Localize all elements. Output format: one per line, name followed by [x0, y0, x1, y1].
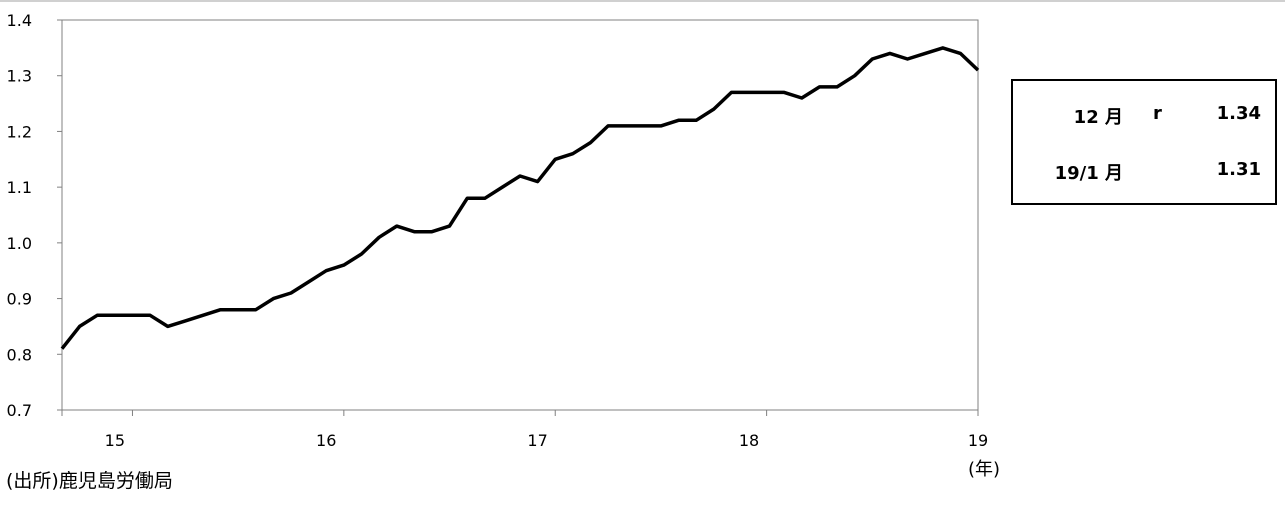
- latest-row-1-month: 12 月: [1073, 107, 1123, 128]
- latest-row-2: 19/1 月 1.31: [1013, 159, 1275, 184]
- y-tick-label: 0.9: [7, 290, 32, 309]
- y-axis-ticks: 0.7 0.8 0.9 1.0 1.1 1.2 1.3 1.4: [7, 11, 62, 420]
- y-tick-label: 0.8: [7, 345, 32, 364]
- y-tick-label: 1.2: [7, 122, 32, 141]
- y-tick-label: 1.4: [7, 11, 32, 30]
- x-tick-label: 19: [968, 431, 988, 450]
- x-tick-label: 15: [105, 431, 125, 450]
- y-tick-label: 1.3: [7, 67, 32, 86]
- x-axis-unit-label: (年): [968, 459, 1001, 480]
- top-rule: [0, 0, 1285, 2]
- latest-row-2-value: 1.31: [1216, 159, 1261, 180]
- latest-row-1-revision-flag: r: [1153, 103, 1162, 124]
- x-tick-label: 17: [527, 431, 547, 450]
- x-tick-label: 16: [316, 431, 336, 450]
- x-tick-label: 18: [739, 431, 759, 450]
- latest-row-2-month: 19/1 月: [1054, 163, 1123, 184]
- y-tick-label: 1.1: [7, 178, 32, 197]
- plot-frame: [61, 19, 979, 411]
- y-tick-label: 0.7: [7, 401, 32, 420]
- x-axis-ticks: 15 16 17 18 19: [61, 410, 988, 450]
- series-line: [60, 46, 980, 350]
- series-layer: [60, 46, 980, 350]
- latest-row-1-value: 1.34: [1216, 103, 1261, 124]
- latest-values-box: 12 月 r 1.34 19/1 月 1.31: [1011, 79, 1277, 205]
- y-tick-label: 1.0: [7, 234, 32, 253]
- source-note: (出所)鹿児島労働局: [6, 470, 173, 492]
- chart-axes: [61, 19, 979, 411]
- latest-row-1: 12 月 r 1.34: [1013, 103, 1275, 128]
